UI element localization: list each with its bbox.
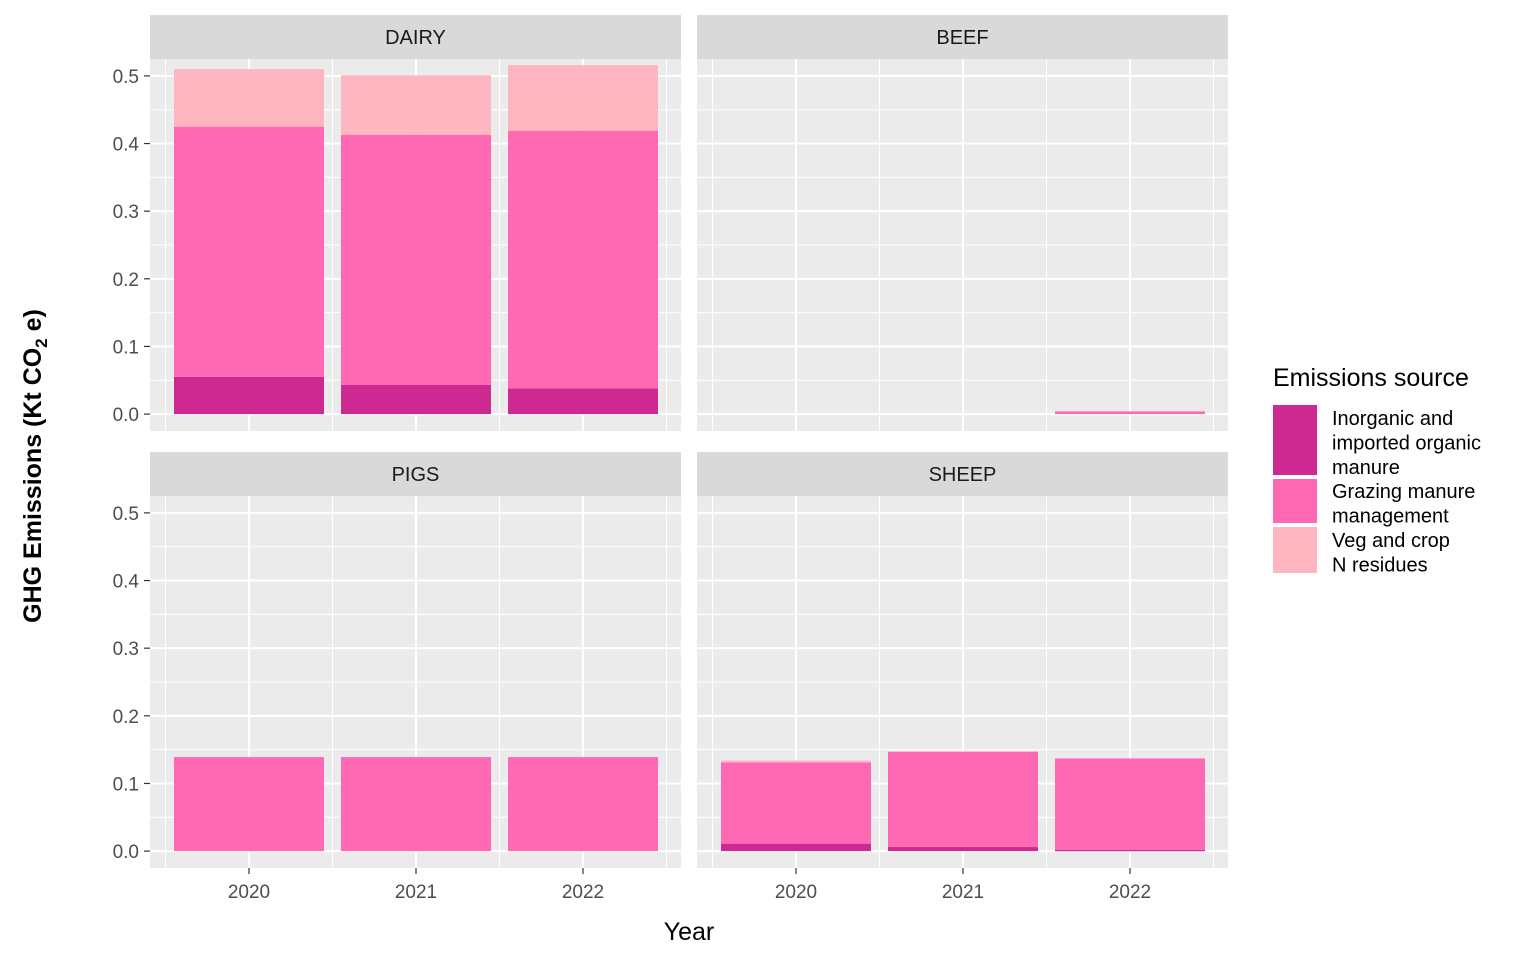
y-tick-label: 0.4 — [113, 135, 140, 156]
legend-key-3 — [1273, 527, 1317, 573]
legend-title: Emissions source — [1273, 364, 1469, 392]
legend-label-3: N residues — [1332, 555, 1428, 577]
y-tick-label: 0.0 — [113, 405, 139, 426]
bar-sheep-2021-series-1 — [888, 847, 1038, 852]
bar-dairy-2021-series-3 — [341, 75, 491, 135]
legend-label-1: imported organic — [1332, 433, 1481, 455]
x-tick-label: 2022 — [1109, 882, 1151, 903]
bar-beef-2022-series-2 — [1055, 411, 1205, 415]
legend-label-2: Grazing manure — [1332, 481, 1475, 503]
y-tick-label: 0.5 — [113, 67, 139, 88]
y-axis-title: GHG Emissions (Kt CO2 e) — [19, 309, 51, 623]
y-tick-label: 0.2 — [113, 707, 139, 728]
bar-sheep-2020-series-1 — [721, 843, 871, 852]
bar-dairy-2022-series-3 — [508, 65, 658, 131]
bar-dairy-2020-series-1 — [174, 376, 324, 415]
facet-label-dairy: DAIRY — [385, 27, 446, 49]
facet-sheep: SHEEP 2020 2021 2022 — [697, 452, 1228, 903]
bar-sheep-2020-series-3 — [721, 760, 871, 763]
y-tick-label: 0.3 — [113, 202, 139, 223]
bar-pigs-2020-series-2 — [174, 757, 324, 852]
y-tick-label: 0.5 — [113, 504, 139, 525]
bar-sheep-2022-series-2 — [1055, 758, 1205, 850]
bar-dairy-2020-series-3 — [174, 69, 324, 127]
y-tick-label: 0.1 — [113, 774, 139, 795]
x-axis-title: Year — [664, 918, 715, 946]
bar-dairy-2022-series-1 — [508, 388, 658, 415]
facet-label-beef: BEEF — [936, 27, 988, 49]
facet-beef: BEEF — [697, 15, 1228, 431]
bar-sheep-2020-series-2 — [721, 762, 871, 844]
bar-pigs-2022-series-2 — [508, 757, 658, 852]
legend-label-3: Veg and crop — [1332, 530, 1450, 552]
legend-label-1: manure — [1332, 457, 1400, 479]
bar-sheep-2022-series-1 — [1055, 849, 1205, 852]
y-axis-title-main: GHG Emissions (Kt CO — [19, 348, 47, 623]
facet-strip-pigs — [150, 452, 681, 496]
x-tick-label: 2021 — [942, 882, 984, 903]
legend-label-1: Inorganic and — [1332, 408, 1453, 430]
facet-label-pigs: PIGS — [392, 464, 440, 486]
x-tick-label: 2020 — [228, 882, 270, 903]
y-axis-title-suffix: e) — [19, 309, 47, 338]
bar-dairy-2021-series-2 — [341, 134, 491, 386]
legend: Emissions source Inorganic and imported or… — [1273, 364, 1481, 577]
facet-strip-dairy — [150, 15, 681, 59]
y-tick-label: 0.0 — [113, 842, 139, 863]
facet-strip-sheep — [697, 452, 1228, 496]
bar-pigs-2021-series-2 — [341, 757, 491, 852]
bar-dairy-2020-series-2 — [174, 126, 324, 377]
legend-key-1 — [1273, 405, 1317, 475]
facet-strip-beef — [697, 15, 1228, 59]
x-tick-label: 2021 — [395, 882, 437, 903]
bar-dairy-2021-series-1 — [341, 385, 491, 415]
facet-pigs: PIGS 0.0 0.1 0.2 0.3 0.4 0.5 2020 2021 2022 — [113, 452, 681, 903]
x-tick-label: 2020 — [775, 882, 817, 903]
y-tick-label: 0.2 — [113, 270, 139, 291]
facet-dairy: DAIRY 0.0 0.1 0.2 0.3 0.4 0.5 — [113, 15, 681, 431]
y-tick-label: 0.3 — [113, 639, 139, 660]
x-tick-label: 2022 — [562, 882, 604, 903]
legend-key-2 — [1273, 479, 1317, 523]
y-tick-label: 0.1 — [113, 337, 139, 358]
facet-label-sheep: SHEEP — [929, 464, 997, 486]
y-tick-label: 0.4 — [113, 572, 140, 593]
y-axis-title-subscript: 2 — [32, 338, 51, 347]
bar-dairy-2022-series-2 — [508, 130, 658, 389]
legend-label-2: management — [1332, 506, 1449, 528]
bar-sheep-2021-series-2 — [888, 751, 1038, 848]
